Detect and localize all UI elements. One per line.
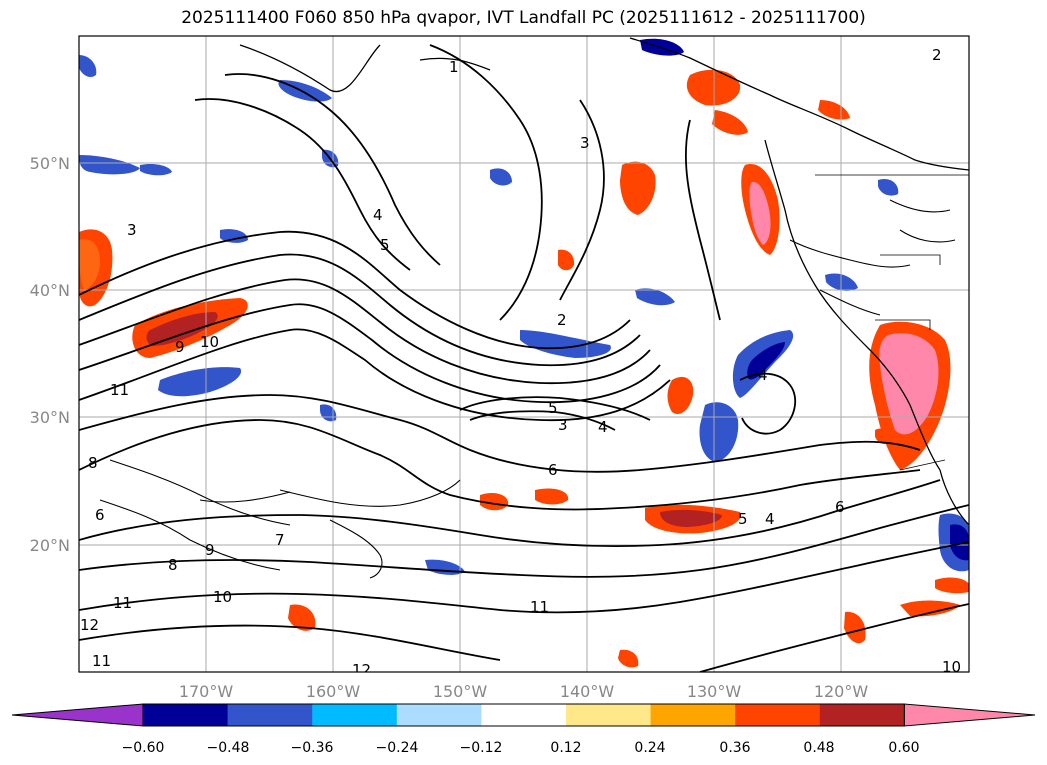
colorbar-tick-label: −0.60 [122, 740, 165, 756]
colorbar-segment [227, 704, 313, 726]
contour-label: 8 [168, 556, 178, 574]
colorbar-extend-low [11, 703, 144, 727]
contour-label: 12 [352, 661, 371, 679]
colorbar-segment [396, 704, 482, 726]
contour-label: 11 [530, 598, 549, 616]
colorbar-extend-high [903, 703, 1036, 727]
contour-label: 5 [380, 236, 390, 254]
ivt-contours [79, 44, 969, 672]
contour-label: 3 [127, 221, 137, 239]
contour-label: 10 [213, 588, 232, 606]
colorbar-segment [735, 704, 821, 726]
colorbar-frame [142, 703, 905, 727]
lat-label-50n: 50°N [30, 154, 70, 173]
colorbar-tick-label: 0.36 [719, 740, 750, 756]
contour-label: 11 [110, 381, 129, 399]
map-title: 2025111400 F060 850 hPa qvapor, IVT Land… [181, 8, 866, 28]
contour-label: 6 [548, 461, 558, 479]
contour-label: 12 [80, 616, 99, 634]
lon-label-120w: 120°W [814, 682, 869, 701]
lat-label-30n: 30°N [30, 408, 70, 427]
colorbar-segment [481, 704, 567, 726]
lat-label-40n: 40°N [30, 281, 70, 300]
contour-label: 11 [113, 594, 132, 612]
colorbar-tick-label: 0.60 [888, 740, 919, 756]
colorbar-tick-label: −0.36 [291, 740, 334, 756]
contour-label: 1 [449, 58, 459, 76]
contour-label: 3 [558, 416, 568, 434]
lon-label-130w: 130°W [687, 682, 742, 701]
lon-label-160w: 160°W [306, 682, 361, 701]
contour-label: 4 [758, 366, 768, 384]
political-borders [815, 174, 969, 471]
lon-label-140w: 140°W [560, 682, 615, 701]
colorbar-tick-label: 0.48 [803, 740, 834, 756]
contour-label: 5 [548, 399, 558, 417]
map-frame [78, 35, 970, 673]
colorbar [11, 703, 1036, 727]
colorbar-tick-label: −0.48 [207, 740, 250, 756]
colorbar-tick-label: −0.24 [376, 740, 419, 756]
latitude-labels: 50°N 40°N 30°N 20°N [30, 154, 70, 555]
colorbar-segment [650, 704, 736, 726]
colorbar-segment [312, 704, 398, 726]
contour-label: 10 [200, 333, 219, 351]
contour-label: 4 [598, 418, 608, 436]
contour-label: 4 [373, 206, 383, 224]
lat-label-20n: 20°N [30, 536, 70, 555]
contour-label: 2 [932, 46, 942, 64]
contour-label: 3 [580, 134, 590, 152]
colorbar-tick-label: −0.12 [460, 740, 503, 756]
contour-label: 7 [275, 531, 285, 549]
qvapor-shading [79, 38, 969, 668]
contour-label: 10 [942, 658, 961, 676]
ivt-contours-thin [99, 199, 956, 579]
lon-label-170w: 170°W [179, 682, 234, 701]
contour-label: 6 [835, 498, 845, 516]
contour-label: 5 [738, 510, 748, 528]
colorbar-segment [819, 704, 905, 726]
coastlines [239, 37, 969, 526]
contour-labels: 1 2 3 4 5 3 4 5 6 3 9 10 11 8 7 6 9 8 10… [80, 46, 961, 679]
contour-label: 8 [88, 454, 98, 472]
map-plot-area: 1 2 3 4 5 3 4 5 6 3 9 10 11 8 7 6 9 8 10… [78, 35, 970, 679]
contour-label: 11 [92, 652, 111, 670]
contour-label: 2 [557, 311, 567, 329]
colorbar-tick-label: 0.24 [634, 740, 665, 756]
colorbar-tick-labels: −0.60 −0.48 −0.36 −0.24 −0.12 0.12 0.24 … [122, 740, 920, 756]
contour-label: 4 [765, 510, 775, 528]
contour-label: 9 [175, 338, 185, 356]
lon-label-150w: 150°W [433, 682, 488, 701]
colorbar-segment [566, 704, 652, 726]
longitude-labels: 170°W 160°W 150°W 140°W 130°W 120°W [179, 682, 869, 701]
contour-label: 9 [205, 541, 215, 559]
colorbar-segment [143, 704, 229, 726]
contour-label: 6 [95, 506, 105, 524]
colorbar-tick-label: 0.12 [550, 740, 581, 756]
graticule [79, 36, 969, 672]
